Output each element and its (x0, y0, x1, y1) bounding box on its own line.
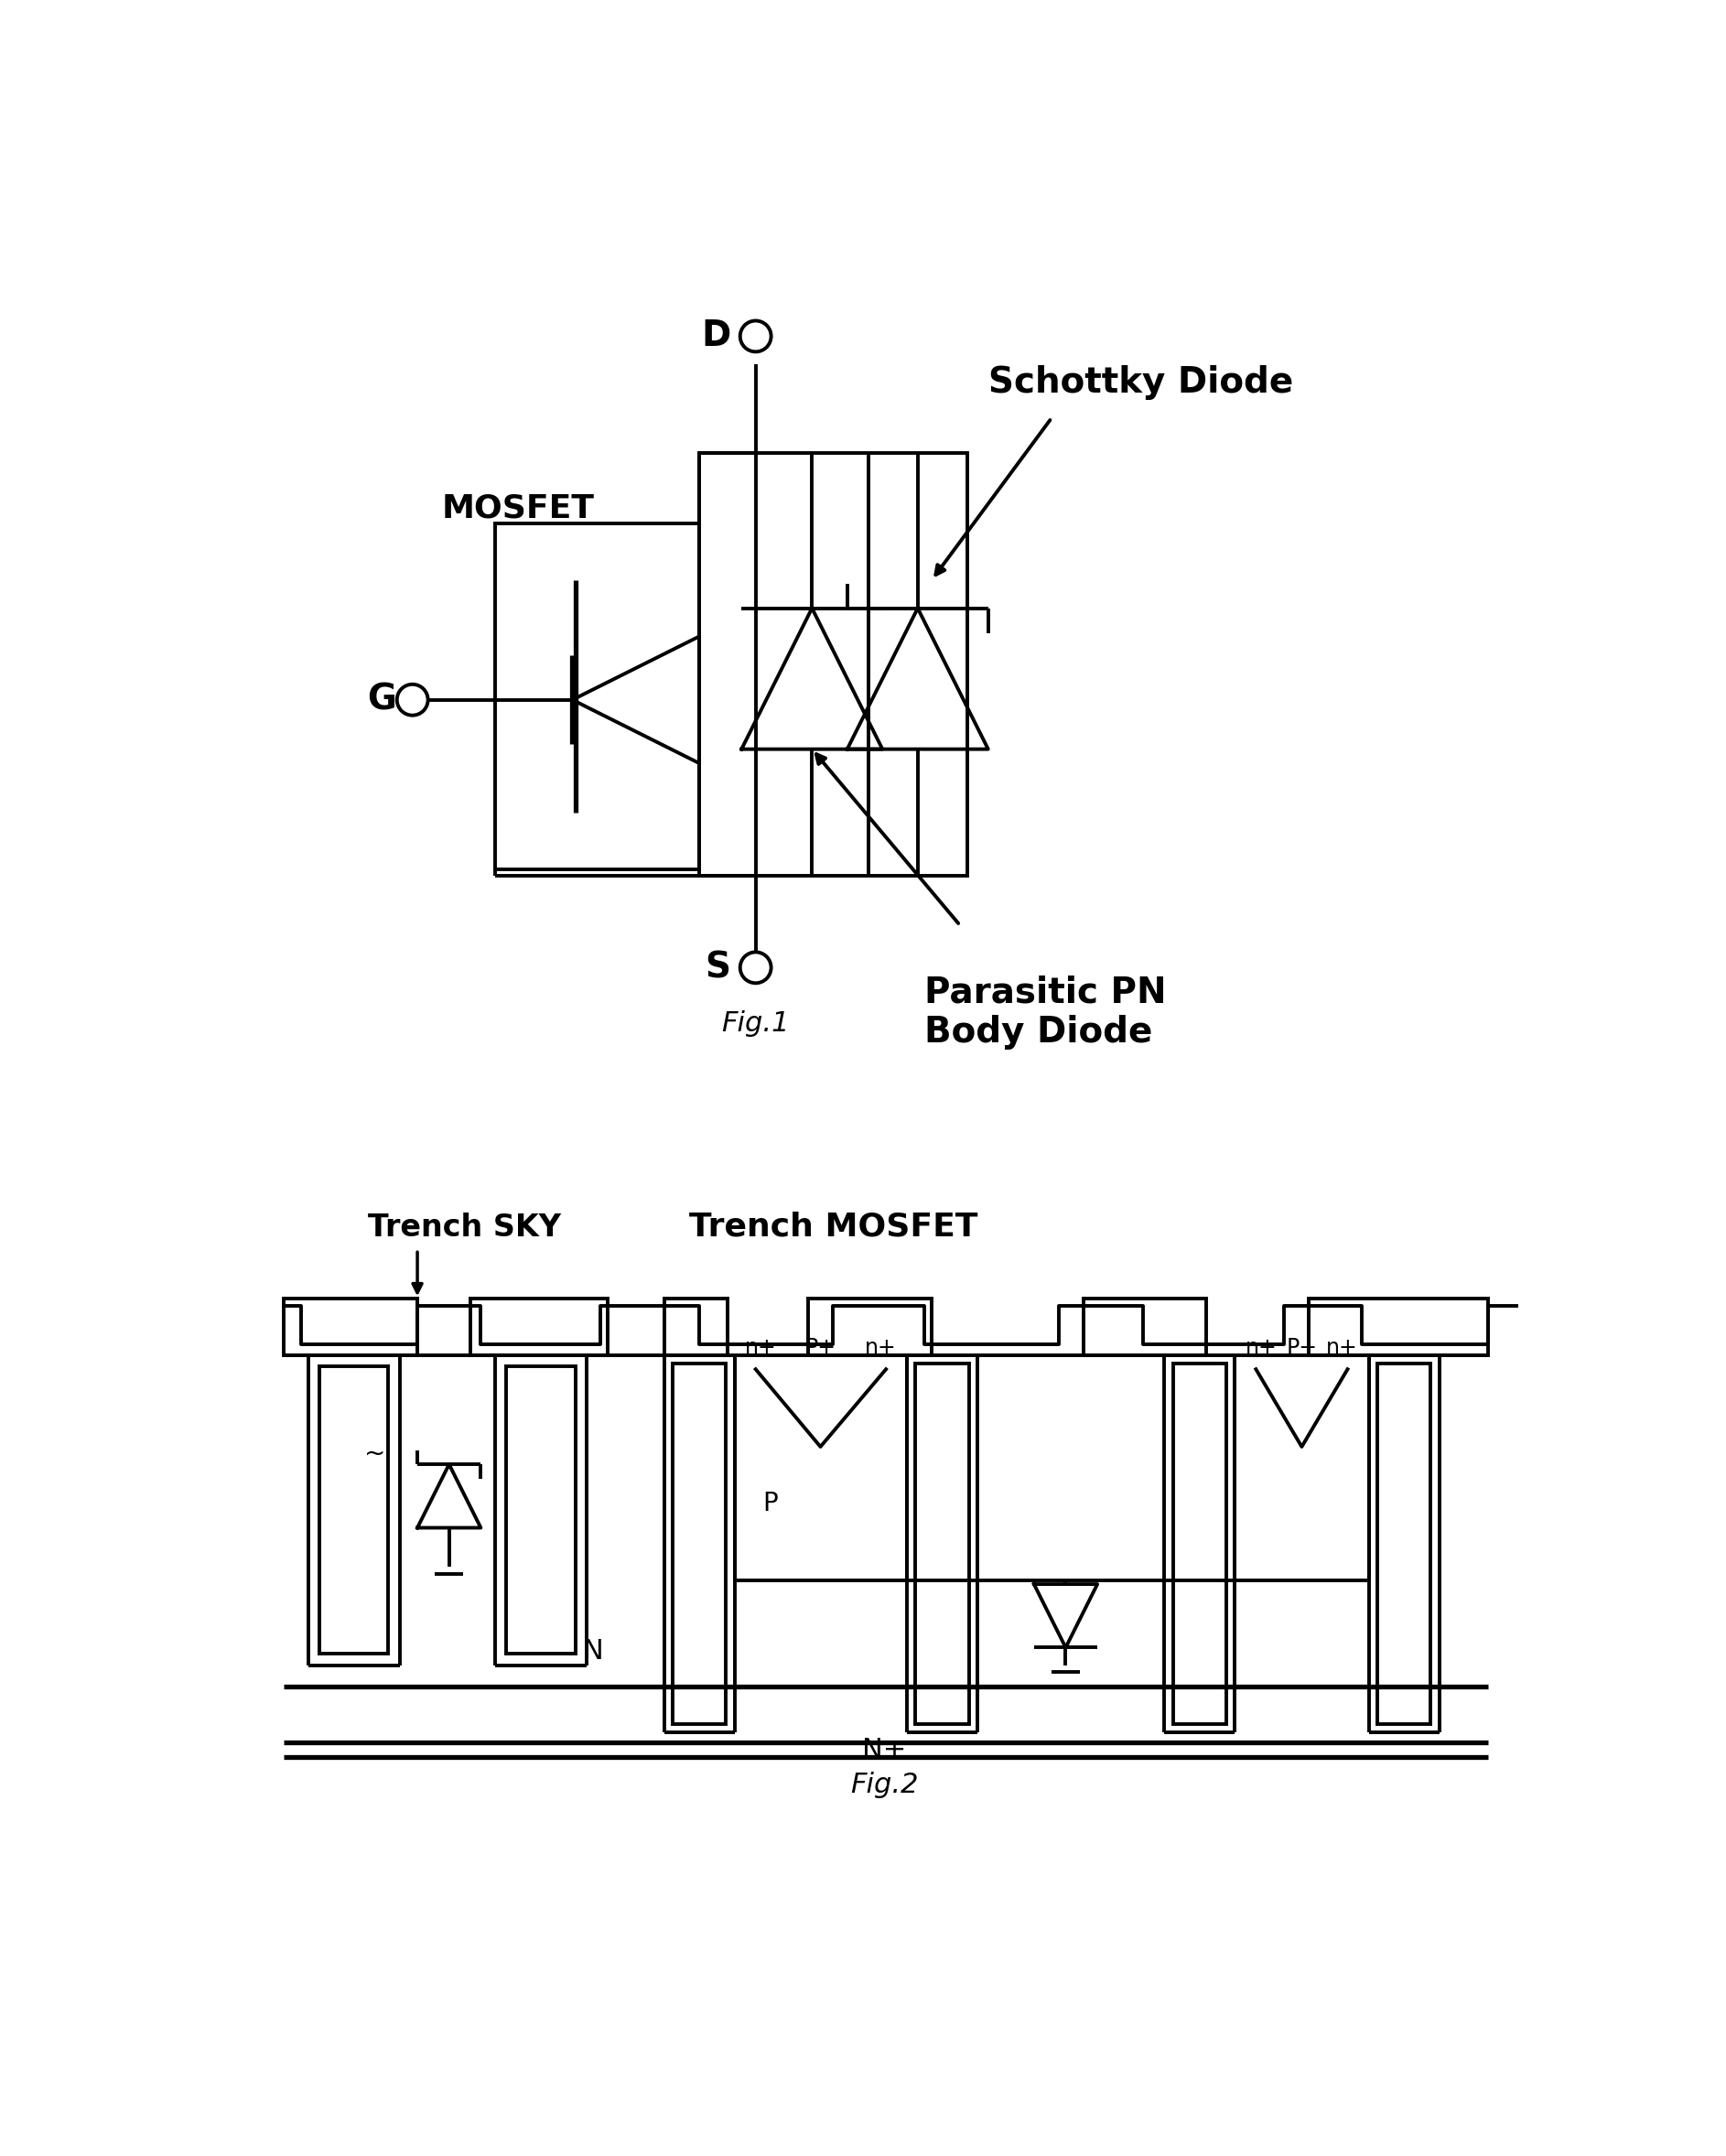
Bar (1377, 1363, 1431, 1723)
Text: ~: ~ (364, 1440, 387, 1466)
Bar (319, 1367, 388, 1654)
Text: Fig.1: Fig.1 (721, 1009, 791, 1037)
Text: n+: n+ (1326, 1337, 1358, 1358)
Bar (495, 524, 699, 869)
Text: G: G (368, 683, 397, 718)
Text: n+: n+ (865, 1337, 896, 1358)
Text: P+: P+ (1286, 1337, 1317, 1358)
Text: Fig.2: Fig.2 (851, 1772, 918, 1798)
Bar (915, 1363, 968, 1723)
Text: S: S (706, 951, 730, 985)
Text: n+: n+ (1246, 1337, 1277, 1358)
Text: Trench MOSFET: Trench MOSFET (689, 1212, 977, 1242)
Bar (1172, 1363, 1227, 1723)
Text: N+: N+ (863, 1736, 906, 1764)
Bar (506, 1367, 575, 1654)
Bar (808, 1298, 932, 1356)
Text: Parasitic PN
Body Diode: Parasitic PN Body Diode (925, 975, 1167, 1050)
Bar (665, 1298, 727, 1356)
Text: N: N (583, 1639, 604, 1664)
Text: D: D (701, 319, 730, 354)
Text: Trench SKY: Trench SKY (368, 1212, 561, 1242)
Bar (283, 1298, 418, 1356)
Text: Schottky Diode: Schottky Diode (989, 364, 1293, 401)
Bar (673, 1363, 727, 1723)
Bar (699, 453, 967, 875)
Bar (469, 1298, 608, 1356)
Text: P: P (763, 1490, 778, 1516)
Text: MOSFET: MOSFET (442, 492, 595, 524)
Text: P+: P+ (804, 1337, 835, 1358)
Text: n+: n+ (746, 1337, 777, 1358)
Bar (1308, 1298, 1488, 1356)
Bar (1084, 1298, 1206, 1356)
